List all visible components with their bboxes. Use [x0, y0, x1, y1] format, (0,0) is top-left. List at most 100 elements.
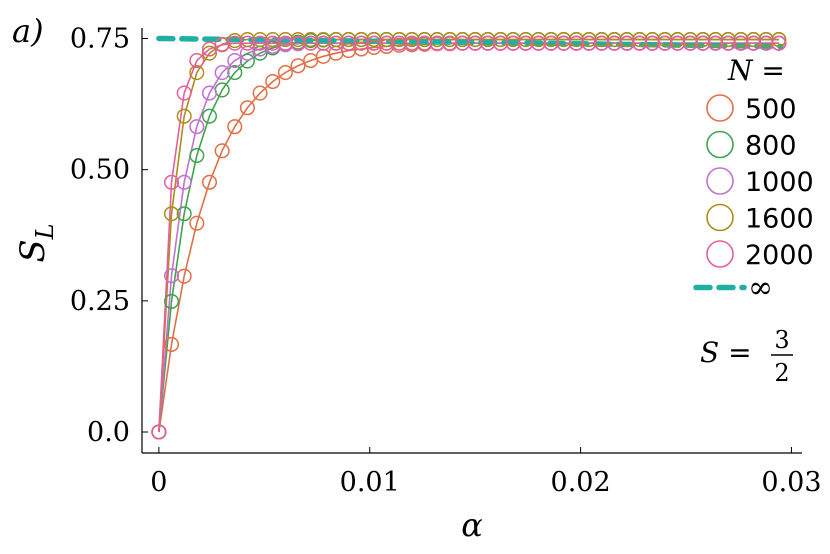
data-point-800	[176, 206, 192, 222]
data-point-2000	[632, 35, 648, 51]
data-point-2000	[214, 37, 230, 53]
y-ticks: 0.0 0.25 0.50 0.75	[70, 23, 148, 448]
data-point-2000	[467, 35, 483, 51]
data-point-500	[341, 43, 357, 59]
data-point-800	[239, 53, 255, 69]
data-point-500	[353, 41, 369, 57]
data-point-1000	[163, 268, 180, 284]
legend-marker-500	[706, 94, 734, 122]
data-point-2000	[505, 35, 521, 51]
legend-label-800: 800	[745, 131, 797, 162]
svg-text:SL: SL	[13, 223, 59, 262]
y-axis-label-subscript: L	[31, 223, 59, 240]
y-tick-label: 0.75	[70, 23, 130, 54]
data-point-2000	[163, 174, 180, 190]
series-lines	[158, 38, 779, 433]
legend-label-infinity: ∞	[748, 271, 773, 306]
data-point-2000	[391, 35, 407, 51]
data-point-1600	[201, 45, 218, 61]
data-point-2000	[733, 35, 749, 51]
data-point-800	[201, 108, 218, 124]
data-point-500	[265, 73, 281, 90]
data-point-2000	[366, 35, 382, 51]
data-point-2000	[151, 424, 167, 440]
series-line-1600	[158, 38, 779, 433]
data-point-500	[214, 143, 230, 159]
data-point-2000	[492, 35, 509, 51]
data-point-2000	[543, 35, 559, 51]
data-point-500	[201, 174, 218, 190]
data-point-2000	[227, 35, 243, 51]
panel-label: a)	[12, 12, 44, 50]
data-point-2000	[341, 35, 357, 51]
data-point-2000	[379, 35, 395, 51]
data-point-500	[163, 336, 180, 352]
data-point-2000	[518, 35, 534, 51]
data-point-2000	[581, 35, 597, 51]
x-tick-label: 0.03	[761, 467, 821, 498]
data-point-500	[227, 119, 243, 135]
data-point-2000	[594, 35, 610, 51]
data-point-2000	[644, 35, 660, 51]
y-axis-label: SL	[13, 223, 59, 262]
data-point-2000	[745, 35, 762, 51]
data-point-500	[239, 100, 255, 116]
spin-annotation: S = 3 2	[700, 326, 793, 387]
plot-frame	[142, 28, 802, 453]
data-point-2000	[670, 35, 686, 51]
y-tick-label: 0.25	[70, 286, 130, 317]
data-point-2000	[328, 35, 344, 51]
data-point-2000	[189, 52, 205, 69]
data-point-2000	[303, 35, 319, 51]
data-point-2000	[239, 35, 255, 51]
data-point-1600	[176, 108, 192, 124]
data-point-1600	[189, 65, 205, 81]
data-point-1600	[163, 206, 180, 222]
legend-label-2000: 2000	[745, 240, 814, 271]
data-point-500	[290, 58, 306, 74]
x-tick-label: 0.01	[340, 467, 400, 498]
data-point-800	[189, 147, 205, 164]
data-point-500	[277, 65, 293, 81]
data-point-2000	[277, 35, 293, 51]
data-point-500	[252, 85, 268, 101]
data-point-2000	[252, 35, 268, 51]
legend-marker-1600	[706, 203, 734, 232]
data-point-2000	[606, 35, 622, 51]
data-point-2000	[530, 35, 546, 51]
series-markers	[151, 31, 787, 440]
data-point-2000	[290, 35, 306, 51]
data-point-2000	[657, 35, 673, 51]
data-point-2000	[265, 35, 281, 51]
data-point-2000	[568, 35, 584, 51]
data-point-800	[227, 65, 243, 81]
data-point-2000	[176, 85, 192, 101]
legend-marker-2000	[706, 240, 734, 268]
data-point-2000	[454, 35, 471, 51]
y-axis-label-main: S	[13, 239, 53, 262]
data-point-2000	[707, 35, 724, 51]
x-ticks: 0 0.01 0.02 0.03	[150, 447, 822, 498]
series-line-800	[158, 38, 779, 433]
spin-annotation-denominator: 2	[774, 359, 789, 387]
data-point-2000	[480, 35, 496, 51]
data-point-1000	[201, 85, 218, 101]
data-point-2000	[758, 35, 774, 51]
spin-annotation-lhs: S =	[700, 336, 752, 369]
plot-area: 0 0.01 0.02 0.03 0.0 0.25 0.50 0.75	[70, 23, 822, 498]
spin-annotation-numerator: 3	[774, 326, 789, 354]
data-point-1000	[189, 119, 205, 135]
data-point-1000	[214, 65, 230, 81]
legend-label-500: 500	[745, 94, 797, 125]
legend-marker-1000	[706, 167, 734, 195]
data-point-2000	[695, 35, 711, 51]
data-point-500	[176, 268, 192, 284]
legend-title: N =	[727, 54, 785, 87]
data-point-2000	[429, 35, 445, 51]
x-tick-label: 0	[150, 467, 167, 498]
legend-label-1600: 1600	[745, 204, 814, 235]
series-line-500	[158, 42, 779, 433]
y-tick-label: 0.0	[87, 417, 130, 448]
data-point-2000	[353, 35, 369, 51]
